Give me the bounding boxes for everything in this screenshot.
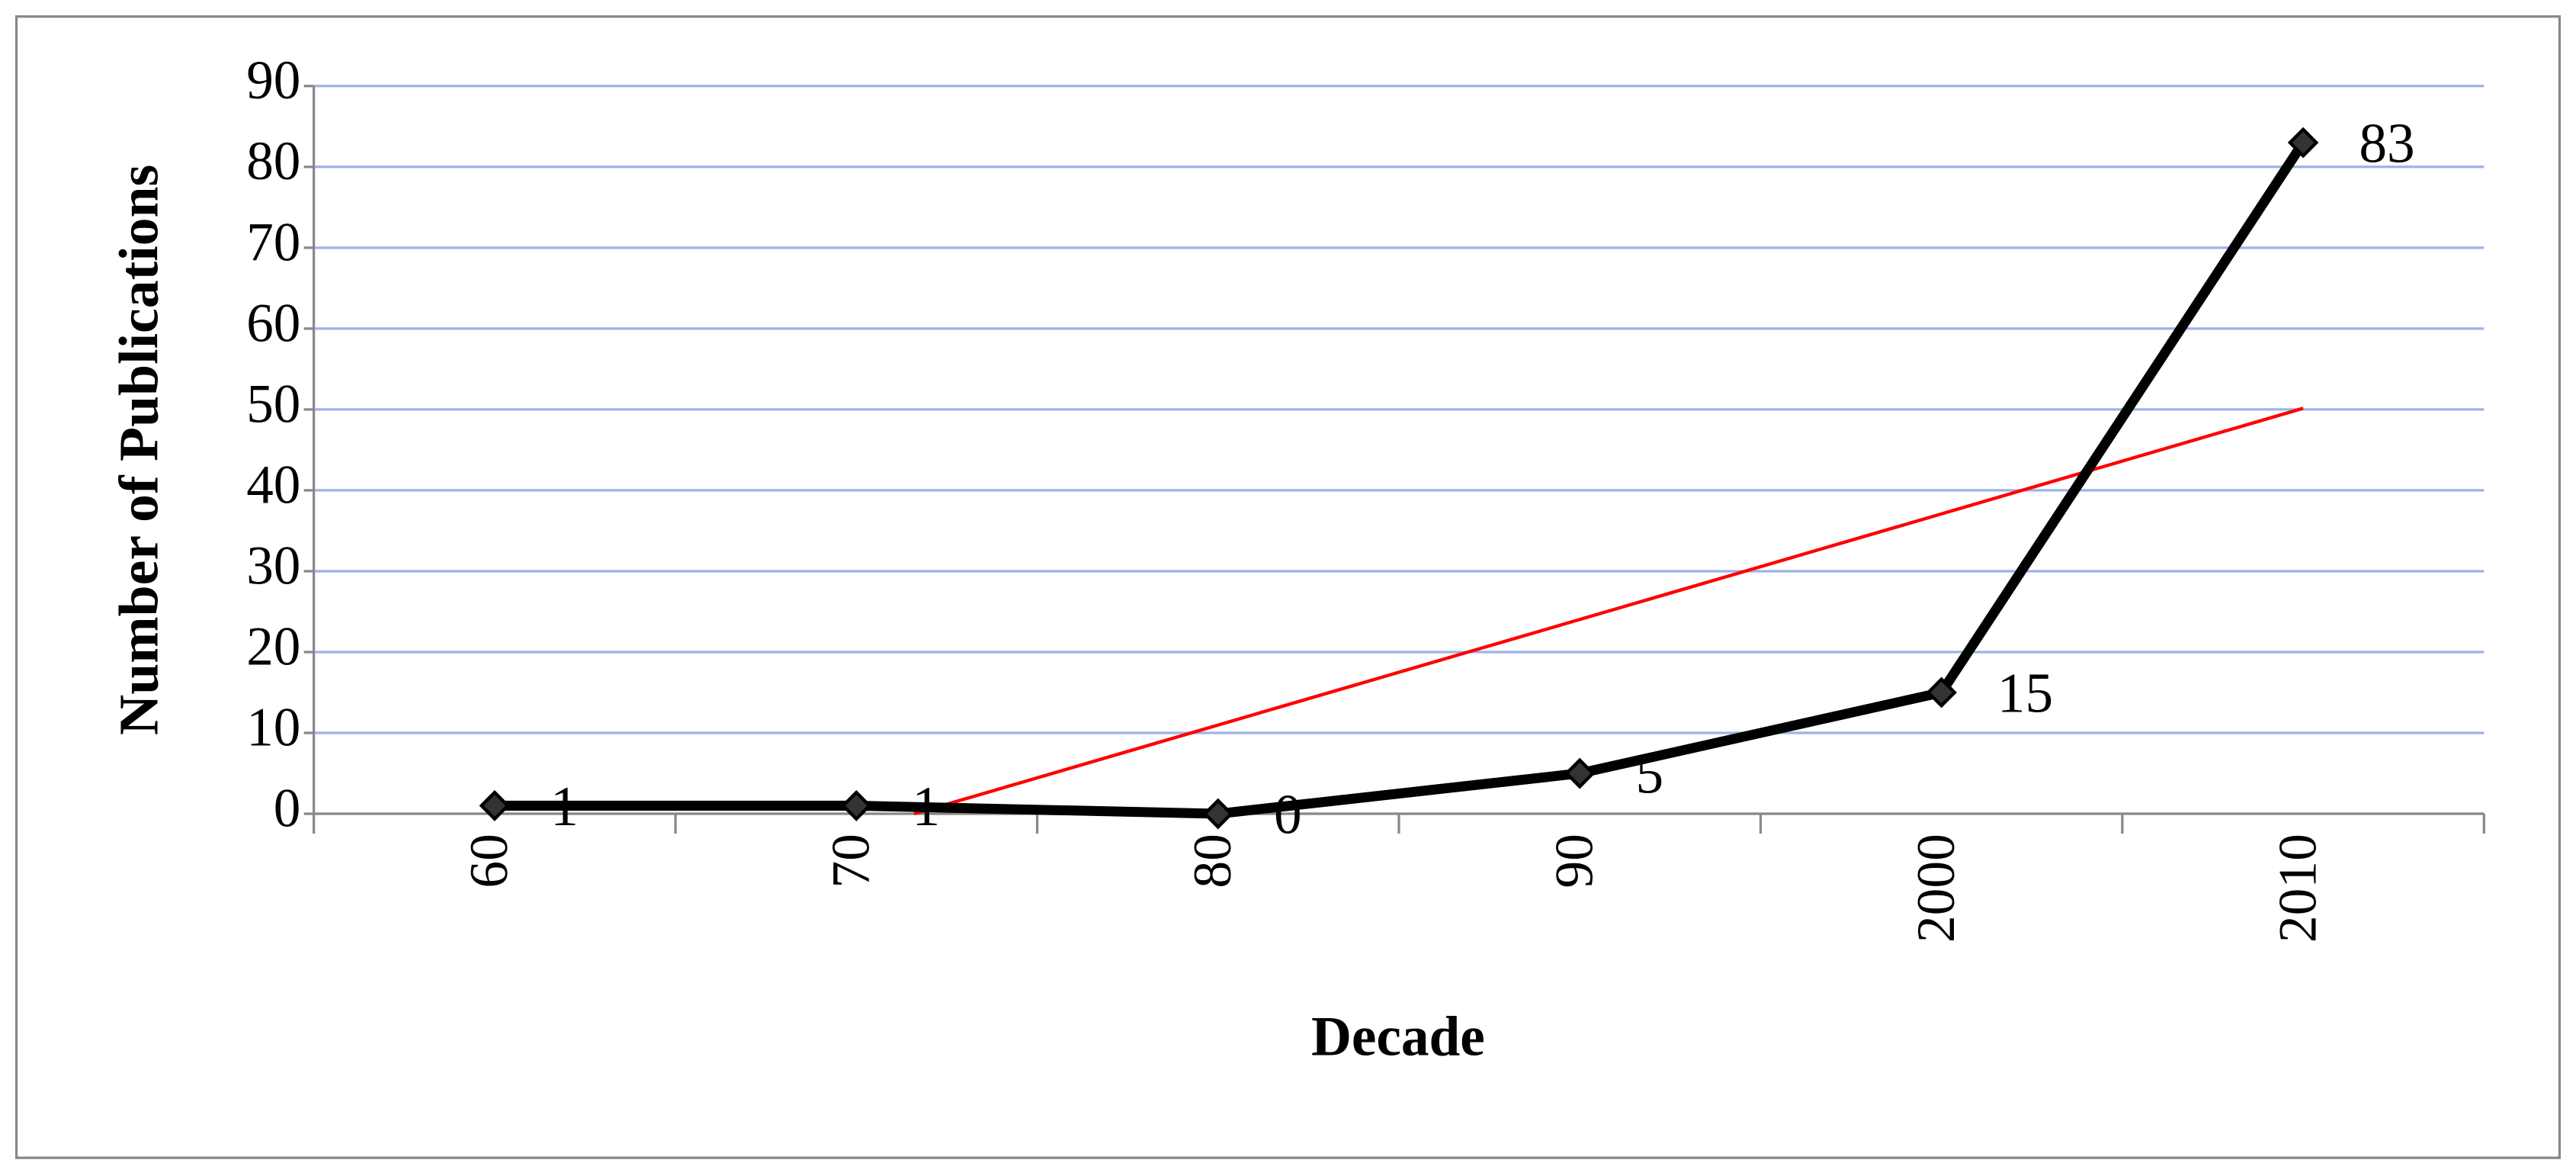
x-tick-label: 90 <box>1545 834 1605 888</box>
marker <box>1564 757 1596 789</box>
y-tick-label: 70 <box>246 212 300 272</box>
y-tick-label: 30 <box>246 535 300 596</box>
marker <box>1926 676 1957 708</box>
y-tick-label: 40 <box>246 455 300 515</box>
data-label: 1 <box>913 776 941 837</box>
data-label: 0 <box>1274 783 1302 845</box>
y-tick-label: 50 <box>246 374 300 434</box>
trendline <box>913 406 2304 816</box>
data-label: 1 <box>550 776 579 837</box>
data-label: 15 <box>1997 662 2053 724</box>
x-tick-label: 2010 <box>2268 834 2328 943</box>
x-tick-label: 2000 <box>1906 834 1966 943</box>
y-tick-label: 90 <box>246 50 300 111</box>
x-tick-label: 60 <box>459 834 519 888</box>
chart-frame <box>14 15 2562 1159</box>
y-axis-title: Number of Publications <box>108 165 170 735</box>
x-tick-label: 80 <box>1182 834 1243 888</box>
x-tick-label: 70 <box>821 834 881 888</box>
data-label: 5 <box>1635 743 1663 805</box>
y-tick-label: 0 <box>274 778 301 838</box>
y-tick-label: 60 <box>246 293 300 353</box>
data-line <box>494 140 2308 819</box>
y-tick-label: 10 <box>246 697 300 757</box>
marker <box>479 790 511 821</box>
x-axis-title: Decade <box>1311 1005 1485 1067</box>
y-tick-label: 80 <box>246 131 300 191</box>
marker <box>840 790 872 821</box>
marker <box>2287 127 2319 159</box>
data-label: 83 <box>2359 112 2414 174</box>
marker <box>1202 798 1234 830</box>
y-tick-label: 20 <box>246 616 300 676</box>
